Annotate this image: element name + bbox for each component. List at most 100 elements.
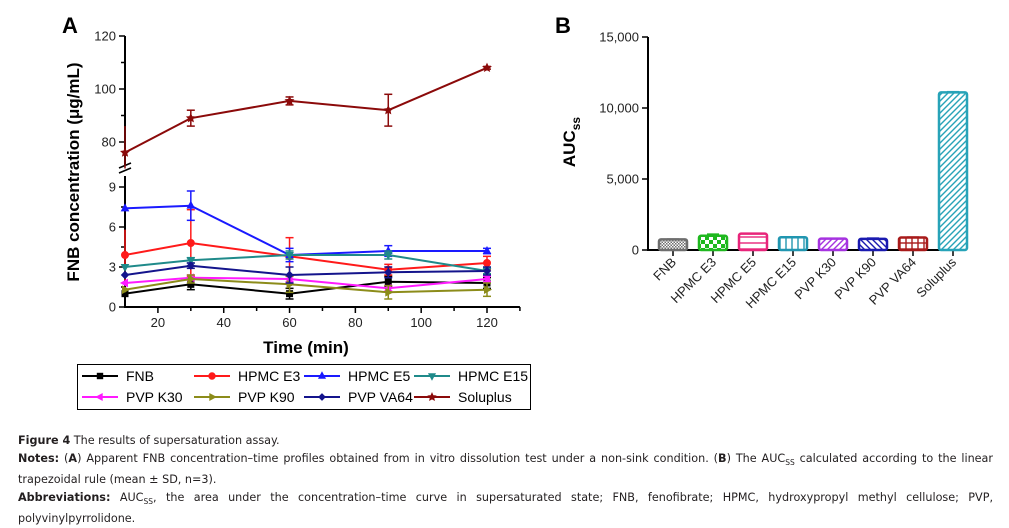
data-point [186,257,196,266]
series-line [124,204,487,257]
bar [857,237,889,252]
data-point [187,274,196,284]
y-tick-label: 10,000 [599,101,639,116]
legend-item-soluplus: Soluplus [414,389,512,405]
bar-hpmc-e15 [777,235,809,252]
data-point [121,251,129,259]
data-point [120,203,130,212]
notes-text: ) The AUC [726,451,786,465]
bar-pvp-va64 [897,236,929,252]
series-line [124,241,488,271]
x-tick-label: 80 [348,315,362,330]
legend-marker [318,393,326,401]
data-point [285,252,294,261]
legend-item-fnb: FNB [82,368,154,384]
y-tick-label: 9 [109,180,116,195]
caption-notes: Notes: (A) Apparent FNB concentration–ti… [18,450,993,489]
data-point [384,278,392,286]
data-point [482,266,492,276]
legend-item-pvp-k30: PVP K30 [82,389,183,405]
bar [937,91,969,252]
series-pvp-va64 [120,261,492,284]
bar-soluplus [937,90,969,252]
legend-label: HPMC E15 [458,368,528,384]
y-tick-label: 120 [94,29,116,44]
data-point [383,105,394,115]
bar-hpmc-e5 [737,232,769,252]
bar-hpmc-e3 [697,233,729,252]
bar [697,234,729,252]
y-tick-label: 100 [94,82,116,97]
y-axis-title-b-main: AUC [560,130,579,167]
y-tick-label: 5,000 [606,172,639,187]
legend-label: HPMC E3 [238,368,300,384]
legend-item-hpmc-e15: HPMC E15 [414,368,528,384]
axis-break-mark [118,167,132,174]
series-line [124,66,488,154]
bar-fnb [657,238,689,252]
abbrev-label: Abbreviations: [18,490,111,504]
legend-marker [427,392,437,401]
y-tick-label: 6 [109,220,116,235]
legend-item-pvp-k90: PVP K90 [194,389,295,405]
caption-title: Figure 4 The results of supersaturation … [18,432,993,450]
series-pvp-k90 [122,274,493,300]
notes-text: calculated according to the linear trape… [18,451,994,487]
bar-pvp-k30 [817,237,849,252]
series-line [124,254,488,272]
notes-label: Notes: [18,451,60,465]
bar-pvp-k90 [857,237,889,252]
x-tick-label: 20 [151,315,165,330]
series-hpmc-e15 [120,250,492,277]
chart-a: A FNB concentration (μg/mL) Time (min) 8… [62,13,521,357]
notes-subscript: SS [785,457,795,467]
series-soluplus [120,62,492,169]
legend-label: PVP K30 [126,389,183,405]
data-point [119,278,128,288]
abbrev-text: , the area under the concentration–time … [18,490,993,526]
legend-label: PVP K90 [238,389,295,405]
y-tick-label: 80 [102,135,116,150]
data-point [120,147,130,157]
x-axis-title-a: Time (min) [263,338,349,357]
panel-label-b: B [555,13,571,38]
x-tick-label: Soluplus [913,254,959,300]
data-point [185,112,196,123]
data-point [484,285,493,295]
y-tick-label: 0 [109,300,116,315]
x-tick-label: 60 [282,315,296,330]
legend-label: Soluplus [458,389,512,405]
figure-title: The results of supersaturation assay. [70,434,280,447]
data-point [481,274,490,284]
x-tick-label: FNB [650,255,679,284]
data-point [186,261,196,270]
notes-panel-b: B [718,451,727,465]
data-point [383,252,393,261]
figure-label: Figure 4 [18,434,71,447]
bar [657,238,689,252]
series-hpmc-e5 [120,190,492,263]
legend-item-hpmc-e3: HPMC E3 [194,368,300,384]
notes-panel-a: A [68,451,78,465]
legend-marker [209,392,217,402]
notes-text: ) Apparent FNB concentration–time profil… [77,451,719,465]
abbrev-text: AUC [110,490,144,504]
legend-marker [96,372,104,380]
data-point [285,270,294,280]
legend-marker [317,371,327,379]
legend-label: HPMC E5 [348,368,410,384]
bar [777,235,809,252]
data-point [122,285,131,295]
bar [897,236,929,252]
abbrev-subscript: SS [143,496,154,506]
data-point [483,259,491,267]
y-axis-title-a: FNB concentration (μg/mL) [64,62,83,281]
notes-text: ( [59,451,69,465]
x-tick-label: PVP K30 [791,255,839,303]
x-tick-label: 120 [476,315,498,330]
caption-abbreviations: Abbreviations: AUCSS, the area under the… [18,489,993,528]
panel-label-a: A [62,13,78,38]
data-point [120,270,130,280]
data-point [385,287,394,297]
data-point [482,245,492,254]
